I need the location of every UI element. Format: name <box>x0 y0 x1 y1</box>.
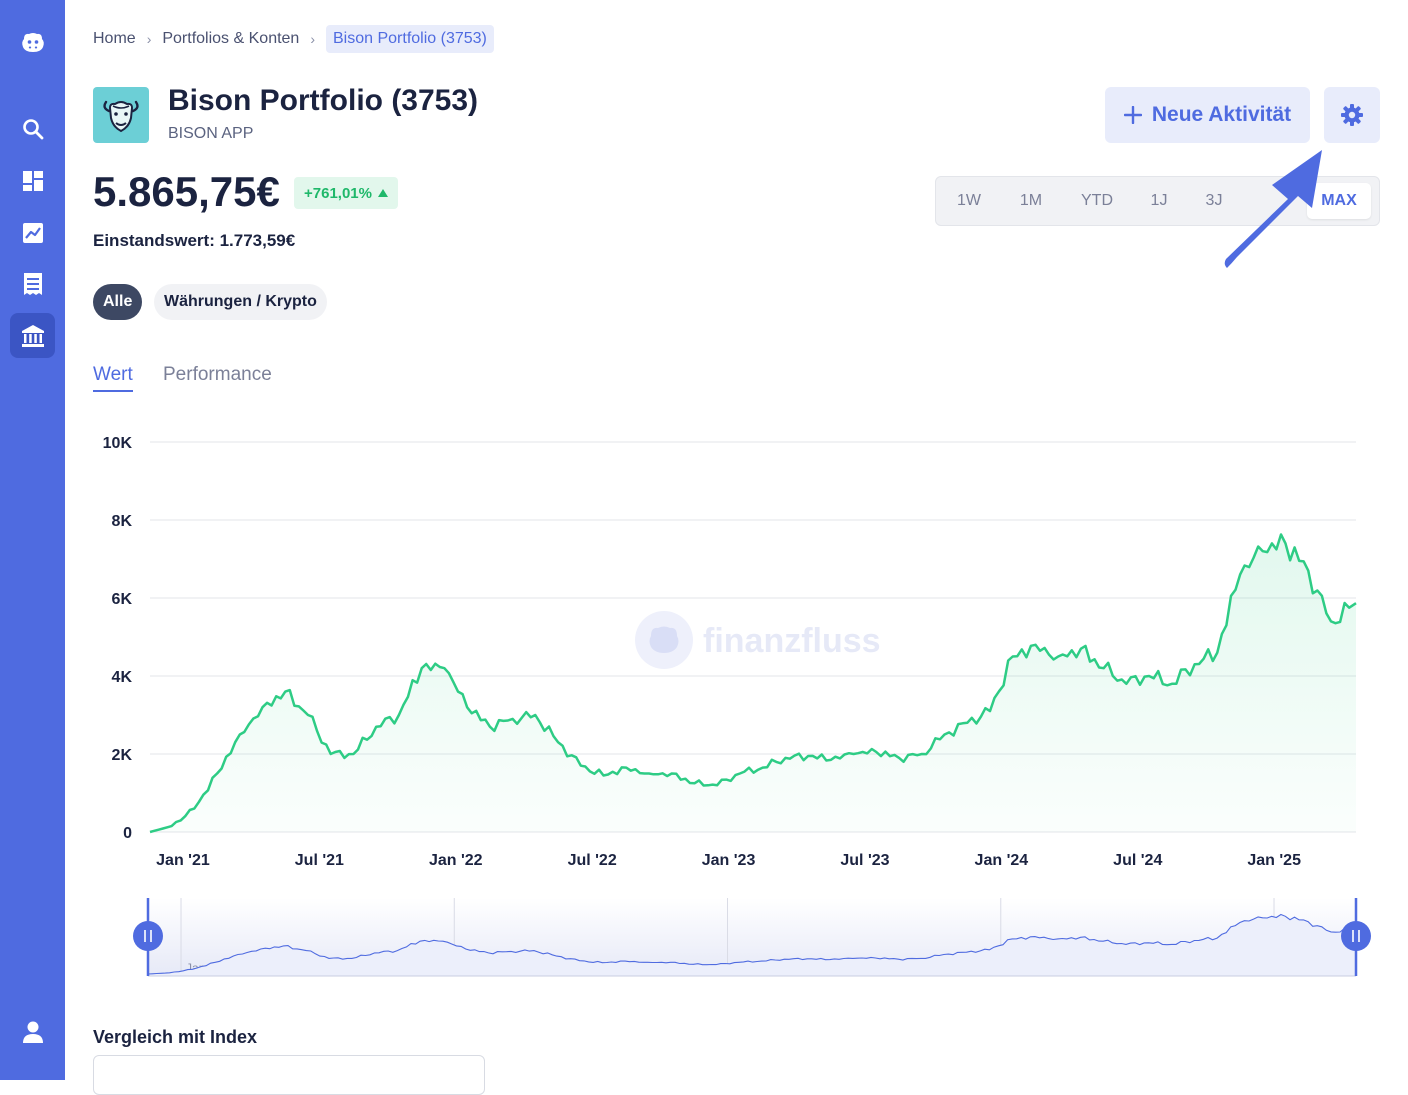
filter-currencies-crypto[interactable]: Währungen / Krypto <box>154 284 327 320</box>
x-tick-label: Jul '24 <box>1113 852 1162 869</box>
portfolio-value: 5.865,75€ <box>93 168 280 215</box>
sidebar <box>0 0 65 1080</box>
chevron-right-icon: › <box>146 31 152 47</box>
chart-icon[interactable] <box>10 210 55 255</box>
bison-logo <box>93 87 149 143</box>
y-tick-label: 6K <box>112 591 133 608</box>
settings-button[interactable] <box>1324 87 1380 143</box>
new-activity-button[interactable]: Neue Aktivität <box>1105 87 1310 143</box>
new-activity-label: Neue Aktivität <box>1151 103 1292 126</box>
tab-value[interactable]: Wert <box>93 364 133 392</box>
breadcrumb: Home › Portfolios & Konten › Bison Portf… <box>93 24 494 54</box>
user-icon[interactable] <box>10 1009 55 1054</box>
range-ytd[interactable]: YTD <box>1081 192 1113 209</box>
x-tick-label: Jul '21 <box>295 852 344 869</box>
range-1m[interactable]: 1M <box>1019 192 1043 209</box>
y-tick-label: 10K <box>103 435 133 452</box>
navigator-area <box>148 914 1356 976</box>
change-badge: +761,01% <box>294 177 398 209</box>
portfolio-subtitle: BISON APP <box>168 125 254 142</box>
main-content: Home › Portfolios & Konten › Bison Portf… <box>65 0 1408 1095</box>
filter-all[interactable]: Alle <box>93 284 143 320</box>
gear-icon <box>1341 104 1363 126</box>
value-chart[interactable]: 0 2K 4K 6K 8K 10K Jan '21 Jul '21 Jan '22 Jul '22… <box>65 0 1408 1000</box>
y-tick-label: 8K <box>112 513 133 530</box>
x-tick-label: Jan '24 <box>975 852 1029 869</box>
breadcrumb-home[interactable]: Home <box>93 30 136 47</box>
range-3j[interactable]: 3J <box>1205 192 1223 209</box>
x-tick-label: Jan '23 <box>702 852 756 869</box>
navigator-handle-right[interactable] <box>1341 921 1371 951</box>
triangle-up-icon <box>377 189 388 197</box>
y-tick-label: 2K <box>112 747 133 764</box>
x-tick-label: Jan '21 <box>156 852 210 869</box>
bank-icon[interactable] <box>10 313 55 358</box>
page-title: Bison Portfolio (3753) <box>168 84 479 117</box>
list-icon[interactable] <box>10 261 55 306</box>
tab-performance[interactable]: Performance <box>163 364 272 385</box>
index-comparison-title: Vergleich mit Index <box>93 1027 258 1047</box>
value-area <box>150 534 1356 832</box>
navigator-handle-left[interactable] <box>133 921 163 951</box>
plus-icon <box>1123 106 1142 124</box>
search-icon[interactable] <box>10 106 55 151</box>
change-value: +761,01% <box>304 184 372 202</box>
hippo-logo-icon[interactable] <box>10 20 55 65</box>
cost-basis: Einstandswert: 1.773,59€ <box>93 231 296 250</box>
chevron-right-icon: › <box>310 31 315 47</box>
y-tick-label: 4K <box>112 669 133 686</box>
navigator-line <box>147 913 1357 975</box>
y-tick-label: 0 <box>123 825 132 842</box>
watermark-text: finanzfluss <box>703 622 881 660</box>
x-tick-label: Jan '25 <box>1247 852 1301 869</box>
value-line <box>149 533 1357 834</box>
dashboard-icon[interactable] <box>10 158 55 203</box>
range-1j[interactable]: 1J <box>1150 192 1168 209</box>
x-tick-label: Jul '23 <box>840 852 889 869</box>
finanzfluss-watermark: finanzfluss <box>635 611 881 669</box>
breadcrumb-portfolios[interactable]: Portfolios & Konten <box>162 30 300 47</box>
index-select[interactable] <box>93 1055 485 1095</box>
x-tick-label: Jan '22 <box>429 852 483 869</box>
x-tick-label: Jul '22 <box>568 852 617 869</box>
range-1w[interactable]: 1W <box>957 192 981 209</box>
breadcrumb-current: Bison Portfolio (3753) <box>326 25 494 53</box>
